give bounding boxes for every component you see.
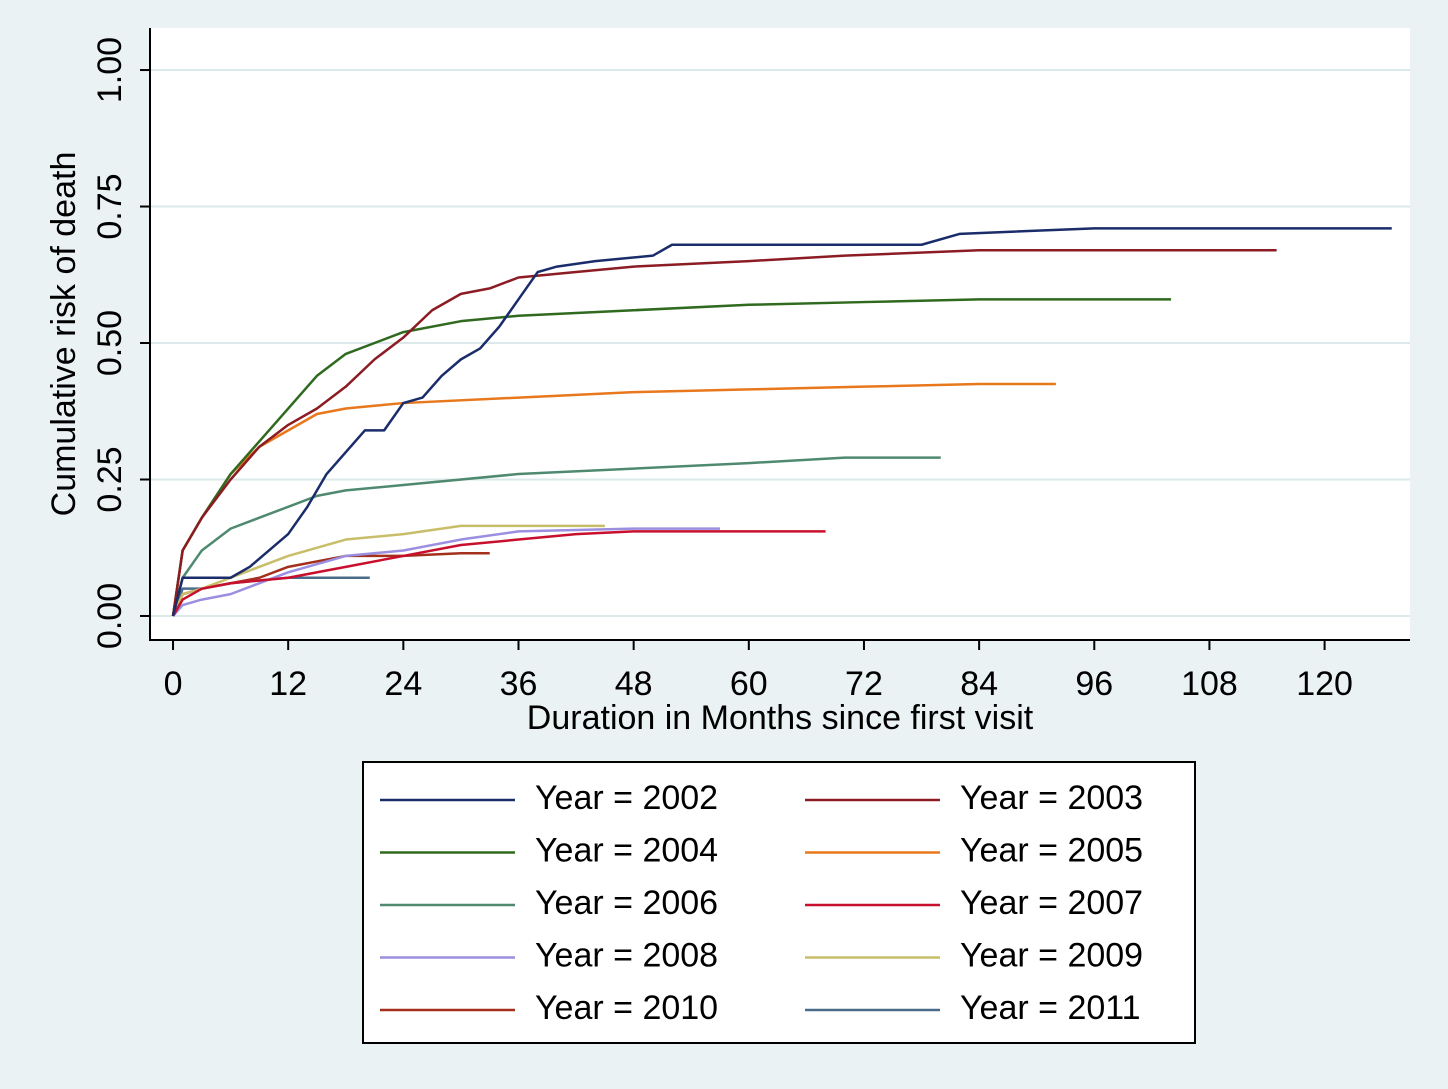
series-line [171,227,1392,617]
y-axis-label: Cumulative risk of death [45,152,83,517]
legend-label: Year = 2011 [960,989,1141,1027]
legend-label: Year = 2010 [535,989,718,1027]
y-tick-label: 1.00 [91,37,129,103]
x-tick-label: 60 [730,665,768,703]
legend-label: Year = 2008 [535,936,718,974]
legend-label: Year = 2004 [535,831,718,869]
x-tick-label: 72 [845,665,883,703]
x-tick-label: 96 [1075,665,1113,703]
plot-area [150,28,1410,640]
legend-label: Year = 2005 [960,831,1143,869]
y-tick-label: 0.25 [91,446,129,512]
x-tick-label: 120 [1296,665,1353,703]
x-tick-label: 24 [384,665,422,703]
series-line [171,248,1277,617]
x-tick-label: 108 [1181,665,1238,703]
series-line [171,530,826,617]
x-tick-label: 48 [615,665,653,703]
legend-label: Year = 2003 [960,779,1143,817]
x-axis-label: Duration in Months since first visit [527,699,1034,737]
x-tick-label: 36 [500,665,538,703]
series-line [171,456,941,617]
series-line [171,524,605,617]
legend-label: Year = 2007 [960,884,1143,922]
series-line [171,298,1172,617]
x-tick-label: 0 [164,665,183,703]
legend [362,761,1196,1044]
y-tick-label: 0.00 [91,583,129,649]
legend-label: Year = 2006 [535,884,718,922]
legend-label: Year = 2009 [960,936,1143,974]
series-line [172,527,721,617]
y-tick-label: 0.50 [91,310,129,376]
x-tick-label: 84 [960,665,998,703]
y-tick-label: 0.75 [91,173,129,239]
x-tick-label: 12 [269,665,307,703]
legend-label: Year = 2002 [535,779,718,817]
